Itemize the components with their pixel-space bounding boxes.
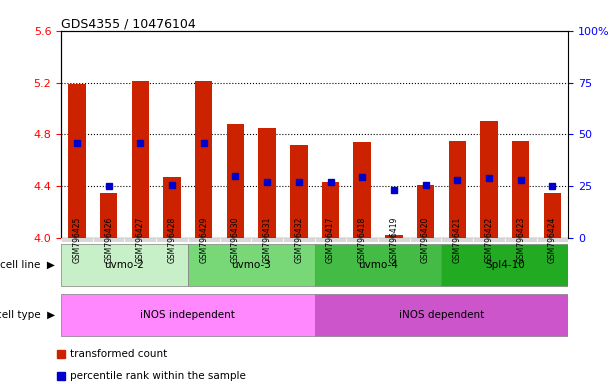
- Bar: [156, 238, 188, 242]
- Bar: [505, 238, 536, 242]
- Text: GSM796432: GSM796432: [295, 217, 303, 263]
- Bar: [61, 244, 188, 286]
- Bar: [290, 145, 307, 238]
- Bar: [258, 128, 276, 238]
- Bar: [410, 238, 441, 242]
- Text: GSM796427: GSM796427: [136, 217, 145, 263]
- Text: GSM796430: GSM796430: [231, 217, 240, 263]
- Text: iNOS dependent: iNOS dependent: [399, 310, 484, 320]
- Bar: [188, 244, 315, 286]
- Bar: [417, 185, 434, 238]
- Bar: [315, 244, 441, 286]
- Text: cell type  ▶: cell type ▶: [0, 310, 55, 320]
- Text: GSM796419: GSM796419: [389, 217, 398, 263]
- Bar: [536, 238, 568, 242]
- Text: GSM796421: GSM796421: [453, 217, 462, 263]
- Text: GSM796424: GSM796424: [548, 217, 557, 263]
- Text: cell line  ▶: cell line ▶: [0, 260, 55, 270]
- Bar: [219, 238, 251, 242]
- Bar: [473, 238, 505, 242]
- Text: GSM796417: GSM796417: [326, 217, 335, 263]
- Bar: [441, 238, 473, 242]
- Bar: [131, 81, 149, 238]
- Text: GSM796425: GSM796425: [73, 217, 81, 263]
- Bar: [346, 238, 378, 242]
- Text: uvmo-3: uvmo-3: [232, 260, 271, 270]
- Bar: [480, 121, 498, 238]
- Text: GSM796426: GSM796426: [104, 217, 113, 263]
- Bar: [61, 294, 315, 336]
- Text: uvmo-2: uvmo-2: [104, 260, 144, 270]
- Bar: [385, 235, 403, 238]
- Text: percentile rank within the sample: percentile rank within the sample: [70, 371, 246, 381]
- Bar: [227, 124, 244, 238]
- Text: GSM796422: GSM796422: [485, 217, 494, 263]
- Bar: [315, 238, 346, 242]
- Text: GSM796418: GSM796418: [357, 217, 367, 263]
- Bar: [195, 81, 213, 238]
- Bar: [188, 238, 219, 242]
- Bar: [100, 193, 117, 238]
- Bar: [93, 238, 125, 242]
- Text: GSM796431: GSM796431: [263, 217, 272, 263]
- Bar: [251, 238, 283, 242]
- Text: GSM796429: GSM796429: [199, 217, 208, 263]
- Bar: [322, 182, 339, 238]
- Bar: [283, 238, 315, 242]
- Bar: [68, 84, 86, 238]
- Bar: [378, 238, 410, 242]
- Bar: [125, 238, 156, 242]
- Text: uvmo-4: uvmo-4: [358, 260, 398, 270]
- Bar: [61, 238, 93, 242]
- Bar: [163, 177, 181, 238]
- Bar: [354, 142, 371, 238]
- Bar: [544, 193, 561, 238]
- Text: iNOS independent: iNOS independent: [141, 310, 235, 320]
- Text: Spl4-10: Spl4-10: [485, 260, 525, 270]
- Bar: [512, 141, 529, 238]
- Text: GSM796423: GSM796423: [516, 217, 525, 263]
- Bar: [315, 294, 568, 336]
- Bar: [448, 141, 466, 238]
- Text: GSM796420: GSM796420: [421, 217, 430, 263]
- Text: GSM796428: GSM796428: [167, 217, 177, 263]
- Text: transformed count: transformed count: [70, 349, 167, 359]
- Bar: [441, 244, 568, 286]
- Text: GDS4355 / 10476104: GDS4355 / 10476104: [61, 17, 196, 30]
